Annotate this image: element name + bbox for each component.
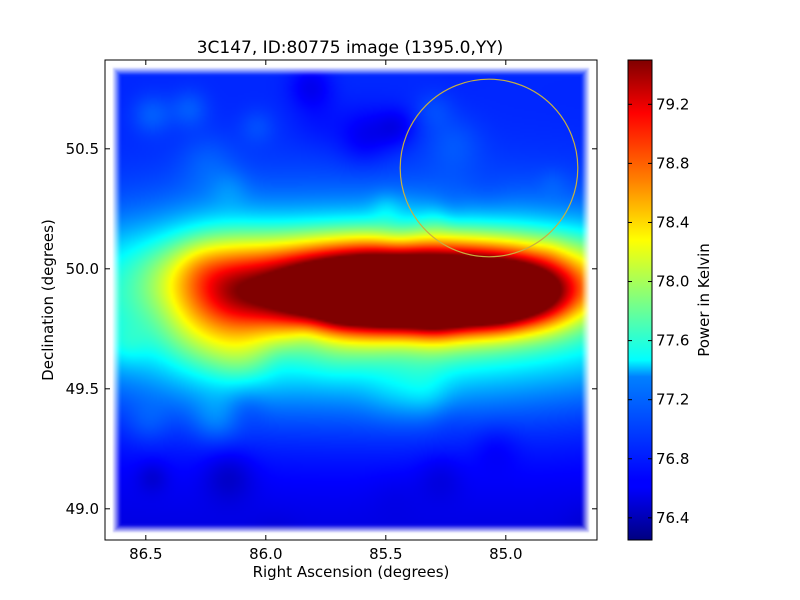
colorbar-frame (627, 59, 653, 541)
colorbar-tick-label: 78.4 (656, 213, 689, 231)
colorbar-tick-label: 77.2 (656, 391, 689, 409)
colorbar-ticks: 76.4 76.8 77.2 77.6 78.0 78.4 78.8 79.2 (628, 95, 689, 527)
colorbar-tick-label: 79.2 (656, 95, 689, 113)
y-tick-label: 50.5 (66, 140, 99, 158)
y-tick-label: 49.0 (66, 500, 99, 518)
x-axis-ticks: 86.5 86.0 85.5 85.0 (129, 60, 523, 563)
x-tick-label: 85.5 (369, 545, 402, 563)
x-tick-label: 86.5 (129, 545, 162, 563)
colorbar-tick-label: 78.0 (656, 273, 689, 291)
colorbar-label: Power in Kelvin (695, 243, 713, 357)
y-tick-label: 49.5 (66, 380, 99, 398)
colorbar-tick-label: 76.8 (656, 450, 689, 468)
colorbar-gradient (628, 60, 652, 540)
x-tick-label: 86.0 (249, 545, 282, 563)
colorbar: 76.4 76.8 77.2 77.6 78.0 78.4 78.8 79.2 (627, 59, 689, 541)
plot-area: 86.5 86.0 85.5 85.0 49.0 49.5 50.0 50.5 (66, 59, 598, 563)
region-circle (399, 78, 579, 258)
y-axis-label: Declination (degrees) (39, 219, 57, 381)
x-tick-label: 85.0 (489, 545, 522, 563)
colorbar-tick-label: 78.8 (656, 154, 689, 172)
chart-title: 3C147, ID:80775 image (1395.0,YY) (197, 38, 504, 58)
x-axis-label: Right Ascension (degrees) (253, 563, 450, 581)
colorbar-tick-label: 76.4 (656, 509, 689, 527)
plot-frame (104, 59, 598, 541)
colorbar-tick-label: 77.6 (656, 332, 689, 350)
y-axis-ticks: 49.0 49.5 50.0 50.5 (66, 140, 597, 518)
heatmap-image (105, 60, 597, 540)
y-tick-label: 50.0 (66, 260, 99, 278)
